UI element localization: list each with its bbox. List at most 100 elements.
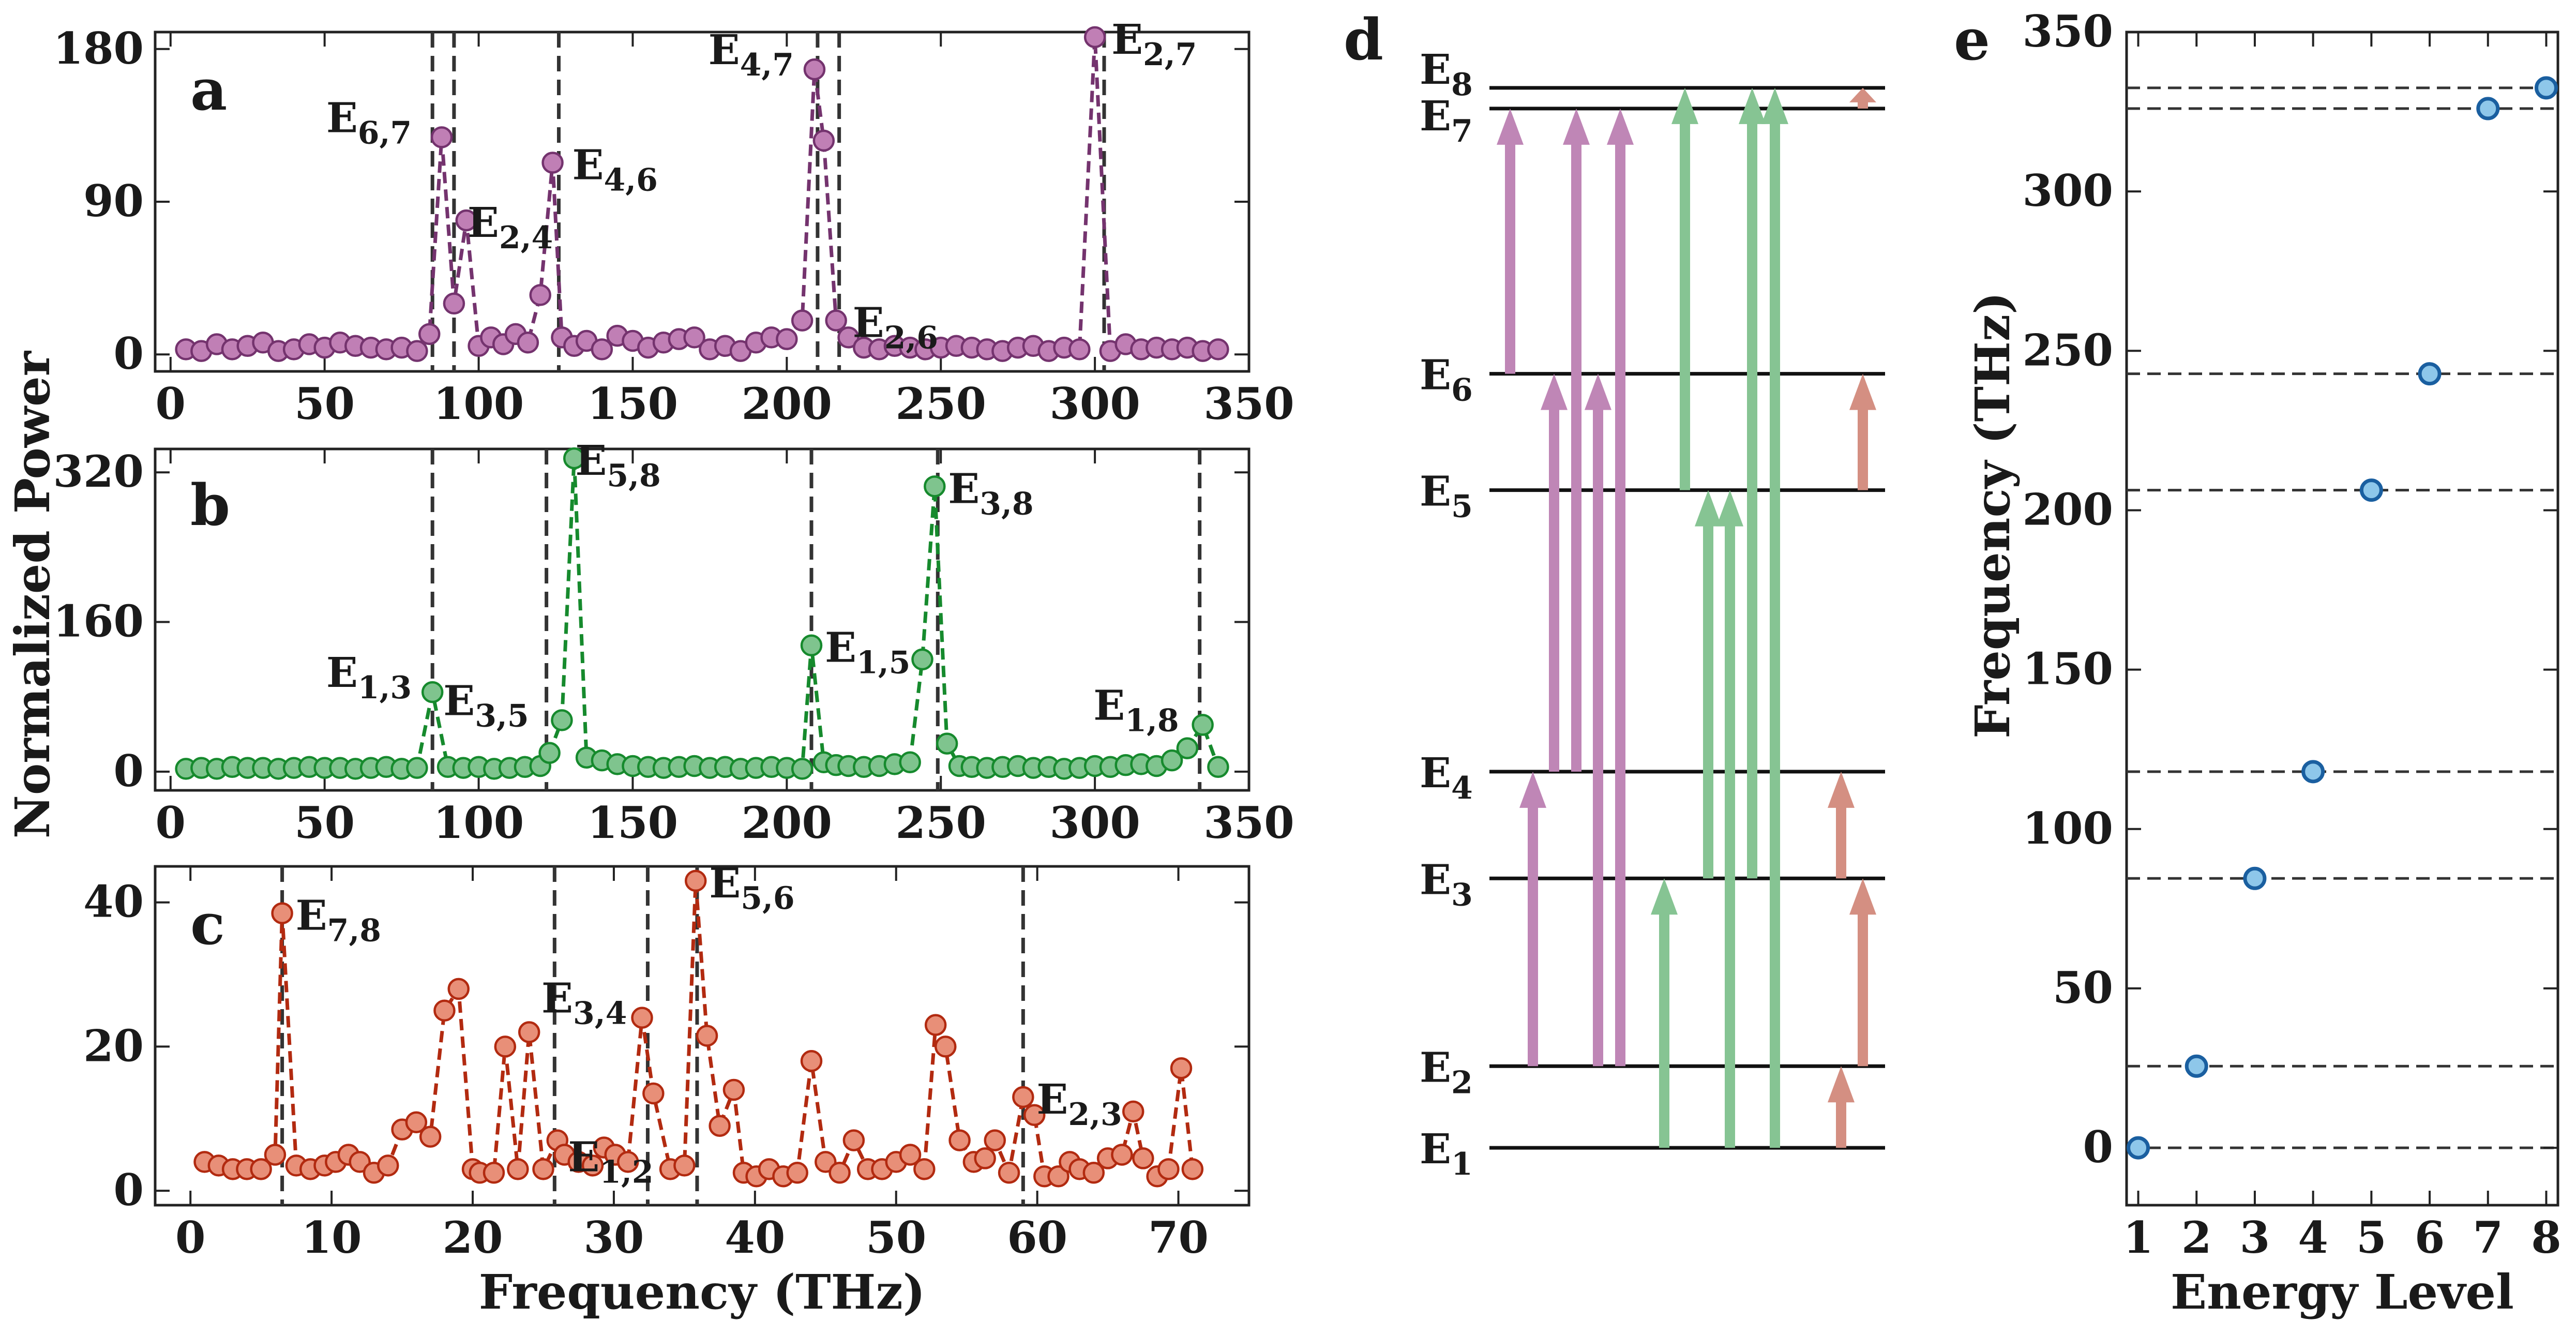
energy-level-point: [2301, 760, 2325, 784]
data-point: [800, 634, 823, 656]
data-point: [433, 999, 456, 1022]
x-tick-label: 50: [866, 1212, 926, 1263]
x-tick-label: 350: [1203, 797, 1294, 848]
transition-arrow-head: [1497, 108, 1524, 145]
data-point: [1012, 1086, 1034, 1108]
data-point: [776, 328, 798, 350]
data-point: [538, 742, 561, 764]
peak-label: E3,4: [541, 974, 627, 1032]
data-point: [722, 1078, 745, 1101]
transition-arrow-head: [1671, 87, 1698, 124]
data-point: [812, 129, 835, 152]
energy-level-label: E1: [1420, 1124, 1473, 1182]
data-point: [1111, 1144, 1133, 1166]
data-point: [494, 1036, 517, 1058]
y-tick-label: 320: [53, 446, 144, 497]
y-axis-label: Frequency (THz): [1965, 292, 2021, 739]
data-point: [948, 1129, 971, 1151]
data-point: [1161, 749, 1183, 772]
data-point: [541, 152, 564, 174]
data-point: [517, 331, 539, 354]
transition-arrow-head: [1607, 108, 1634, 145]
peak-label: E6,7: [326, 93, 412, 151]
panel-a-chart: 0 50 100 150 200 250 300 350 0 90 180 E6,7 E2,4 E4,6 E…: [53, 15, 1294, 429]
x-tick-label: 150: [587, 797, 678, 848]
data-point: [631, 1007, 653, 1029]
transition-arrow-head: [1828, 1066, 1855, 1103]
data-point: [683, 326, 705, 349]
data-point: [1207, 756, 1229, 778]
transition-arrow-head: [1849, 373, 1876, 410]
y-tick-label: 90: [83, 175, 144, 227]
data-point: [709, 1115, 731, 1137]
data-point: [899, 1144, 922, 1166]
x-tick-label: 60: [1007, 1212, 1067, 1263]
energy-level-point: [2359, 478, 2383, 502]
x-tick-label: 20: [443, 1212, 503, 1263]
panel-b-chart: 0 50 100 150 200 250 300 350 0 160 320 E1,3 E3,5 E5,8…: [53, 436, 1294, 848]
plot-frame: [2125, 31, 2559, 1207]
data-point: [507, 1158, 529, 1180]
x-tick-label: 30: [583, 1212, 644, 1263]
data-point: [825, 309, 847, 332]
data-point: [842, 1129, 865, 1151]
data-point: [696, 1025, 718, 1047]
data-point: [1192, 714, 1214, 736]
plot-frame: [154, 447, 1251, 792]
data-point: [1023, 1104, 1046, 1127]
y-tick-label: 200: [2023, 484, 2113, 535]
x-tick-label: 0: [175, 1212, 205, 1263]
data-point: [899, 751, 921, 774]
x-tick-label: 100: [433, 797, 524, 848]
transition-arrow-head: [1828, 771, 1855, 808]
x-tick-label: 0: [156, 797, 186, 848]
data-point: [684, 869, 707, 892]
y-tick-label: 0: [114, 745, 144, 797]
peak-label: E1,3: [326, 648, 412, 706]
transition-arrow-head: [1739, 87, 1766, 124]
x-tick-label: 3: [2240, 1212, 2270, 1263]
x-tick-label: 70: [1148, 1212, 1209, 1263]
data-point: [984, 1129, 1006, 1151]
data-point: [455, 209, 477, 232]
data-point: [935, 1036, 957, 1058]
transition-arrow-head: [1519, 771, 1546, 808]
peak-label: E3,5: [443, 676, 529, 734]
data-point: [1083, 26, 1106, 49]
y-tick-label: 50: [2053, 962, 2113, 1013]
data-point: [828, 1162, 851, 1184]
x-tick-label: 50: [294, 378, 355, 429]
x-tick-label: 150: [587, 378, 678, 429]
x-tick-label: 250: [896, 378, 986, 429]
y-tick-label: 250: [2023, 324, 2113, 376]
data-point: [1176, 737, 1199, 759]
peak-label: E5,6: [709, 859, 794, 917]
data-point: [791, 758, 814, 780]
panel-letter-e: e: [1954, 6, 1990, 73]
y-tick-label: 300: [2023, 165, 2113, 216]
data-point: [581, 1154, 604, 1177]
data-point: [518, 1021, 540, 1043]
x-tick-label: 200: [742, 378, 832, 429]
x-tick-label: 0: [156, 378, 186, 429]
data-point: [419, 1126, 442, 1148]
peak-label: E5,8: [575, 436, 660, 494]
x-tick-label: 4: [2298, 1212, 2328, 1263]
data-point: [421, 681, 444, 703]
data-point: [616, 1151, 639, 1173]
x-tick-label: 7: [2473, 1212, 2503, 1263]
y-tick-label: 40: [83, 876, 144, 927]
data-point: [803, 58, 826, 81]
data-point: [406, 757, 428, 779]
data-point: [1181, 1158, 1204, 1180]
y-tick-label: 350: [2023, 6, 2113, 57]
transition-arrow-head: [1849, 87, 1876, 102]
data-point: [974, 1147, 996, 1169]
data-point: [911, 648, 933, 671]
energy-level-label: E6: [1420, 351, 1473, 409]
peak-label: E2,6: [853, 298, 938, 356]
energy-level-label: E7: [1420, 92, 1473, 149]
